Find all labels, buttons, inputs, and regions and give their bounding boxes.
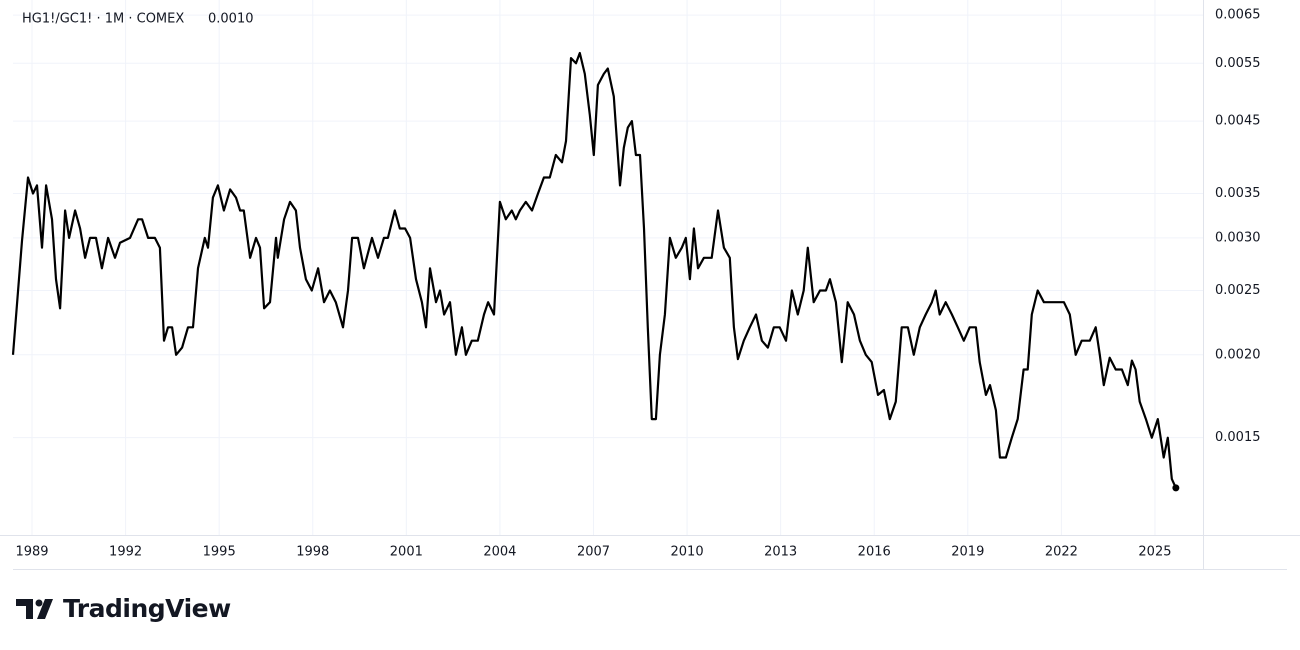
logo-shape — [37, 599, 53, 619]
x-tick-label: 1989 — [15, 545, 48, 560]
y-tick-label: 0.0015 — [1215, 430, 1261, 445]
x-tick-label: 1992 — [109, 545, 142, 560]
y-tick-label: 0.0025 — [1215, 283, 1261, 298]
y-tick-label: 0.0055 — [1215, 56, 1261, 71]
x-tick-label: 2010 — [671, 545, 704, 560]
y-tick-label: 0.0035 — [1215, 186, 1261, 201]
x-tick-label: 1998 — [296, 545, 329, 560]
x-tick-label: 1995 — [203, 545, 236, 560]
last-point — [1172, 484, 1180, 492]
y-tick-label: 0.0065 — [1215, 8, 1261, 23]
x-tick-label: 2025 — [1138, 545, 1171, 560]
legend: HG1!/GC1! · 1M · COMEX 0.0010 — [22, 12, 254, 27]
brand-name: TradingView — [63, 594, 231, 623]
y-tick-label: 0.0030 — [1215, 230, 1261, 245]
y-tick-label: 0.0020 — [1215, 347, 1261, 362]
x-tick-label: 2013 — [764, 545, 797, 560]
logo-shape — [35, 599, 43, 607]
x-tick-label: 2004 — [483, 545, 516, 560]
logo-shape — [16, 599, 33, 619]
legend-value: 0.0010 — [208, 12, 254, 27]
y-tick-label: 0.0045 — [1215, 114, 1261, 129]
axis-labels: 0.0065 0.0055 0.0045 0.0035 0.0030 0.0025 0.00… — [11, 8, 1261, 560]
brand-logo: TradingView — [16, 594, 232, 623]
x-tick-label: 2007 — [577, 545, 610, 560]
x-tick-label: 2001 — [390, 545, 423, 560]
x-tick-label: 2016 — [858, 545, 891, 560]
price-line — [11, 51, 1177, 489]
x-tick-label: 2022 — [1045, 545, 1078, 560]
legend-text: HG1!/GC1! · 1M · COMEX — [22, 12, 184, 27]
x-tick-label: 2019 — [951, 545, 984, 560]
